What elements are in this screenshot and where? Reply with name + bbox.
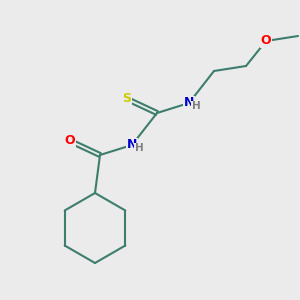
- Text: O: O: [261, 34, 271, 47]
- Text: N: N: [184, 97, 194, 110]
- Text: N: N: [127, 139, 137, 152]
- Text: H: H: [192, 101, 200, 111]
- Text: H: H: [135, 143, 143, 153]
- Text: O: O: [65, 134, 75, 148]
- Text: S: S: [122, 92, 131, 106]
